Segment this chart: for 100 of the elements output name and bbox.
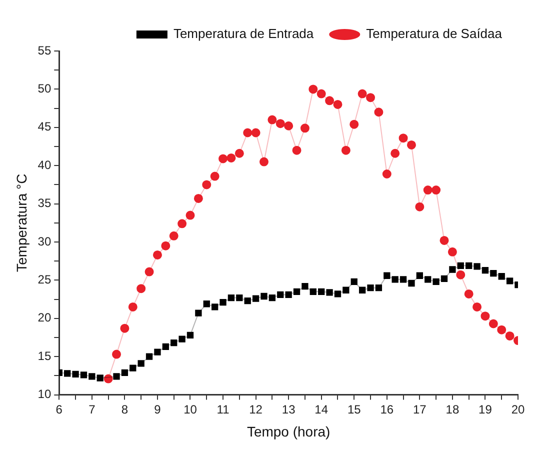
point xyxy=(293,288,300,295)
point xyxy=(212,304,218,310)
point xyxy=(218,154,228,164)
point xyxy=(243,128,252,138)
x-tick-label: 6 xyxy=(56,402,63,416)
point xyxy=(333,100,342,109)
point xyxy=(341,146,350,155)
x-tick-label: 8 xyxy=(121,402,128,416)
point xyxy=(220,299,226,306)
point xyxy=(268,294,276,302)
point xyxy=(136,284,146,294)
x-tick-label: 17 xyxy=(412,402,427,416)
legend-label: Temperatura de Entrada xyxy=(173,26,314,42)
point xyxy=(480,312,490,321)
y-tick-label: 30 xyxy=(38,234,52,248)
point xyxy=(406,140,416,150)
point xyxy=(408,280,415,287)
y-tick-label: 55 xyxy=(38,43,52,58)
point xyxy=(308,84,318,94)
point xyxy=(251,128,260,138)
point xyxy=(121,369,128,376)
point xyxy=(302,282,308,290)
point xyxy=(96,374,104,382)
point xyxy=(456,270,466,280)
y-tick-label: 35 xyxy=(38,196,52,210)
point xyxy=(152,250,162,260)
point xyxy=(310,288,316,295)
point xyxy=(244,298,251,304)
point xyxy=(202,180,212,190)
x-tick-label: 18 xyxy=(446,402,460,416)
point xyxy=(144,267,154,276)
point xyxy=(210,172,220,181)
point xyxy=(268,115,277,124)
point xyxy=(398,134,408,143)
y-tick-label: 25 xyxy=(38,272,52,287)
point xyxy=(457,262,464,270)
x-tick-label: 14 xyxy=(314,402,328,416)
point xyxy=(384,272,390,279)
point xyxy=(104,374,113,384)
point xyxy=(300,124,310,133)
point xyxy=(490,270,497,277)
point xyxy=(392,276,398,283)
legend-label: Temperatura de Saídaa xyxy=(366,26,503,42)
x-tick-label: 9 xyxy=(154,402,162,416)
point xyxy=(400,276,407,283)
point xyxy=(128,302,138,312)
point xyxy=(416,272,424,279)
point xyxy=(234,148,244,158)
point xyxy=(497,325,506,334)
point xyxy=(498,273,505,280)
point xyxy=(325,96,334,106)
point xyxy=(113,373,120,380)
point xyxy=(80,372,88,378)
point xyxy=(228,294,235,302)
point xyxy=(120,324,130,333)
y-tick-label: 15 xyxy=(38,348,52,363)
point xyxy=(292,146,302,155)
point xyxy=(423,186,432,195)
y-tick-label: 20 xyxy=(38,310,52,325)
point xyxy=(390,148,400,158)
point xyxy=(367,284,374,292)
point xyxy=(154,348,161,356)
point xyxy=(318,288,325,295)
point xyxy=(112,350,122,359)
x-tick-label: 11 xyxy=(216,402,230,416)
point xyxy=(358,286,366,294)
y-tick-label: 40 xyxy=(38,158,52,172)
point xyxy=(326,289,333,296)
x-tick-label: 13 xyxy=(282,402,296,416)
point xyxy=(366,93,376,102)
point xyxy=(506,278,514,284)
point xyxy=(162,343,169,350)
point xyxy=(482,266,489,274)
point xyxy=(138,360,144,367)
point xyxy=(259,157,268,166)
point xyxy=(472,302,482,312)
x-tick-label: 16 xyxy=(380,402,394,416)
point xyxy=(374,108,384,117)
point xyxy=(277,291,284,298)
point xyxy=(146,353,153,360)
point xyxy=(178,336,186,342)
x-tick-label: 19 xyxy=(478,402,492,416)
point xyxy=(194,194,203,203)
x-tick-label: 10 xyxy=(184,402,198,416)
point xyxy=(440,236,449,245)
point xyxy=(186,332,194,339)
point xyxy=(64,370,71,377)
point xyxy=(448,247,457,256)
point xyxy=(236,294,243,302)
point xyxy=(195,310,202,316)
point xyxy=(350,120,359,129)
y-tick-label: 10 xyxy=(38,387,52,402)
point xyxy=(170,340,178,346)
point xyxy=(316,89,326,98)
point xyxy=(375,284,382,292)
point xyxy=(88,373,96,380)
x-tick-label: 7 xyxy=(88,402,96,416)
point xyxy=(358,89,367,98)
point xyxy=(276,119,285,128)
point xyxy=(72,370,79,378)
